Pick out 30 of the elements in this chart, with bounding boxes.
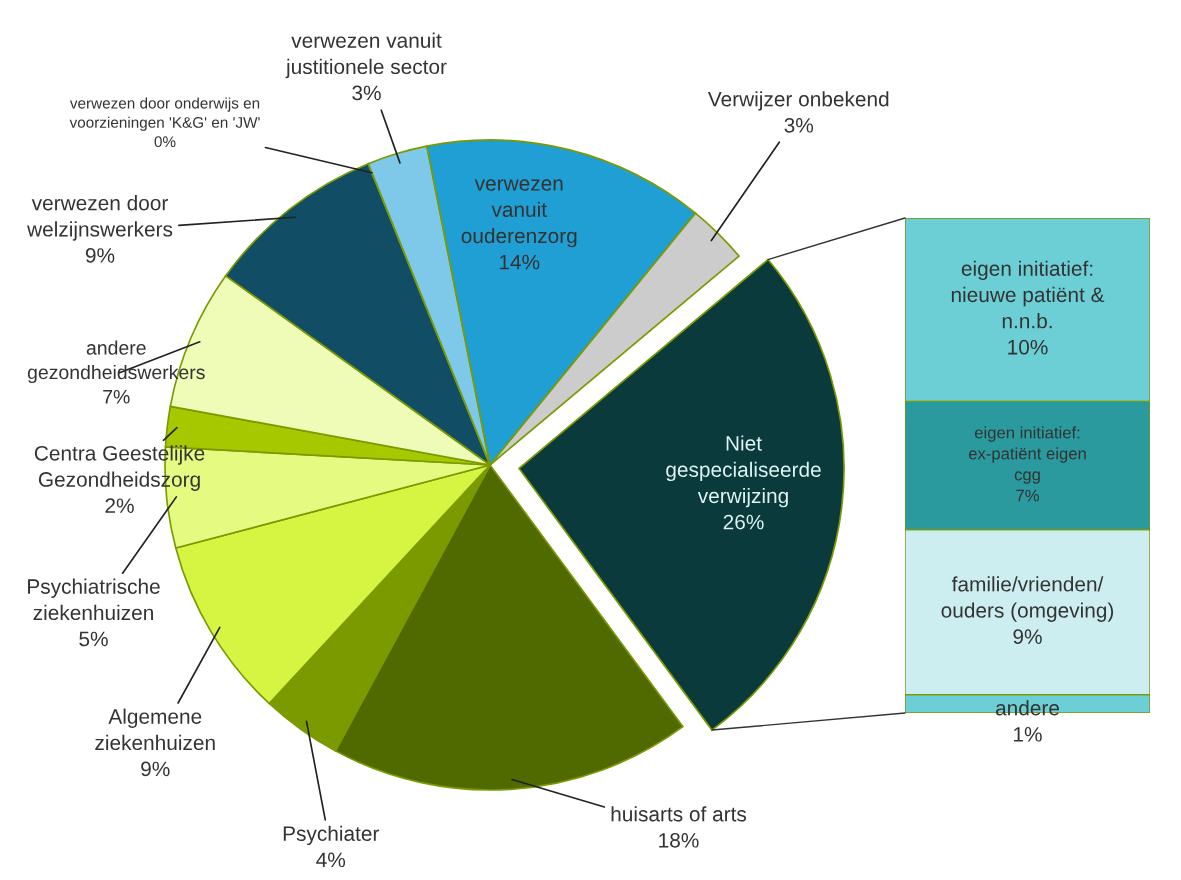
- data-label: 5%: [79, 631, 108, 647]
- data-label: 1%: [1014, 727, 1042, 742]
- data-label: 9%: [141, 761, 170, 777]
- slice-label: Psychiater: [283, 825, 380, 846]
- slice-label: Psychiatrische ziekenhuizen: [28, 578, 160, 621]
- data-label: 7%: [1016, 489, 1039, 502]
- data-label: 4%: [316, 852, 346, 868]
- series-label: familie/vrienden/ ouders (omgeving): [941, 576, 1114, 622]
- slice-label: Niet gespecialiseerde verwijzing: [666, 435, 821, 508]
- slice-label: verwezen vanuit justitionele sector: [285, 32, 447, 79]
- data-label: 18%: [659, 832, 699, 848]
- series-label: eigen initiatief: nieuwe patiënt & n.n.b.: [951, 260, 1105, 329]
- series-label: eigen initiatief: ex-patiënt eigen cgg: [968, 426, 1086, 484]
- category-label: verwezen door onderwijs en voorzieningen 'K&G' en 'JW': [69, 97, 260, 131]
- slice-label: verwezen door welzijnswerkers: [27, 195, 173, 241]
- slice-label: Algemene ziekenhuizen: [95, 708, 215, 751]
- data-label: 26%: [723, 514, 764, 530]
- data-label: 7%: [103, 390, 130, 404]
- data-label: 3%: [352, 85, 381, 101]
- data-label: 14%: [499, 254, 540, 270]
- data-label: 3%: [784, 117, 814, 133]
- slice-label: Verwijzer onbekend: [707, 91, 889, 111]
- slice-label: verwezen vanuit ouderenzorg: [461, 179, 577, 248]
- data-label: 9%: [85, 248, 115, 263]
- slice-label: huisarts of arts: [611, 806, 747, 822]
- data-label: 9%: [1013, 629, 1042, 644]
- text: 0%: [154, 136, 176, 148]
- data-label: 2%: [105, 498, 134, 513]
- data-label: 10%: [1008, 339, 1048, 355]
- series-label: andere: [995, 700, 1060, 716]
